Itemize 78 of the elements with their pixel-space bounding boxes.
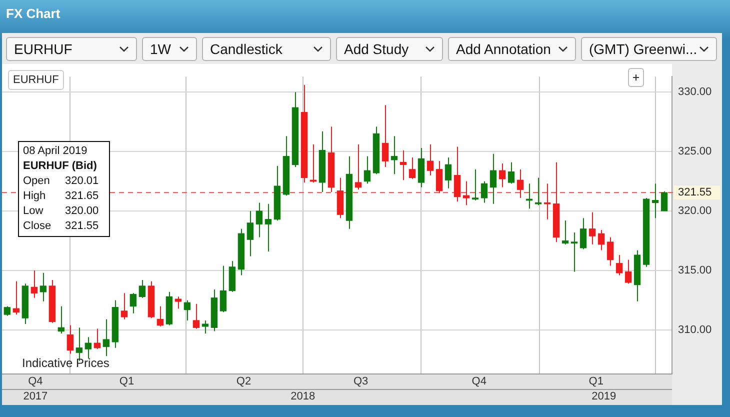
- annotation: EURHUF (Bid): [23, 159, 98, 174]
- text: Open 320.01: [23, 175, 99, 187]
- text: Candlestick: [210, 40, 282, 56]
- candlestick: [30, 270, 38, 298]
- candlestick: [40, 272, 46, 302]
- x-tick-label: Q1: [119, 376, 134, 388]
- candlestick: [102, 318, 110, 357]
- candlestick: [364, 156, 371, 184]
- y-tick-label: 310.00: [678, 324, 712, 336]
- candlestick: [580, 218, 587, 250]
- candlestick: [616, 254, 623, 276]
- x2-tick-label: 2019: [592, 390, 616, 403]
- candlestick: [480, 180, 488, 204]
- candlestick: [508, 162, 515, 184]
- candlestick: [570, 232, 578, 272]
- x-tick-label: Q3: [353, 376, 368, 388]
- candlestick: [390, 136, 398, 175]
- candlestick: [192, 303, 200, 330]
- x-tick-label: Q4: [472, 376, 486, 388]
- ref-line-label: 321.55: [678, 186, 712, 199]
- text: EURHUF: [14, 40, 72, 56]
- x-tick-label: Q1: [588, 376, 604, 388]
- y-tick-label: 330.00: [678, 86, 712, 98]
- candlestick: [472, 168, 479, 201]
- x2-tick-label: 2018: [290, 390, 316, 403]
- candlestick: [354, 144, 362, 190]
- x-tick-label: Q4: [28, 376, 43, 388]
- annotation: 08 April 2019: [23, 144, 88, 159]
- y-tick-label: 320.00: [678, 205, 712, 218]
- candlestick: [588, 212, 596, 245]
- candlestick: [562, 220, 569, 245]
- candlestick: [58, 306, 64, 334]
- text: (GMT) Greenwi...: [589, 40, 698, 56]
- candlestick: [246, 210, 254, 257]
- candlestick: [264, 203, 272, 252]
- candlestick: [624, 259, 632, 284]
- candlestick: [454, 146, 461, 202]
- x2-tick-label: 2017: [23, 390, 48, 403]
- candlestick: [490, 153, 497, 204]
- candlestick: [516, 168, 524, 198]
- text: Add Study: [344, 40, 409, 56]
- y-tick-label: 315.00: [678, 264, 712, 277]
- candlestick: [426, 144, 434, 176]
- candlestick: [660, 190, 668, 212]
- candlestick: [84, 336, 92, 360]
- candlestick: [606, 236, 614, 266]
- candlestick: [400, 150, 407, 181]
- chart-title: FX Chart: [6, 6, 60, 21]
- text: 1W: [150, 40, 171, 56]
- candlestick: [652, 183, 659, 219]
- x-tick-label: Q2: [236, 376, 252, 388]
- candlestick: [66, 324, 74, 354]
- text: Close 321.55: [23, 220, 99, 232]
- candlestick: [408, 156, 416, 180]
- text: Add Annotation: [456, 40, 551, 56]
- candlestick: [94, 328, 100, 350]
- candlestick: [120, 292, 128, 320]
- candlestick: [12, 280, 20, 316]
- candlestick: [174, 296, 182, 310]
- candlestick: [220, 265, 227, 313]
- candlestick: [598, 230, 605, 251]
- y-tick-label: 325.00: [678, 146, 712, 158]
- candlestick: [382, 104, 389, 168]
- annotation: EURHUF: [8, 70, 64, 90]
- candlestick: [4, 306, 10, 316]
- candlestick: [184, 300, 191, 321]
- candlestick: [436, 160, 443, 194]
- text: Low 320.00: [23, 205, 99, 217]
- candlestick: [156, 306, 164, 327]
- candlestick: [130, 292, 136, 314]
- text: High 321.65: [23, 190, 99, 202]
- candlestick: [444, 156, 452, 189]
- candlestick: [202, 320, 209, 334]
- candlestick: [462, 180, 470, 206]
- candlestick: [498, 162, 506, 188]
- candlestick: [138, 280, 146, 298]
- annotation: Indicative Prices: [22, 356, 110, 370]
- candlestick: [256, 202, 263, 238]
